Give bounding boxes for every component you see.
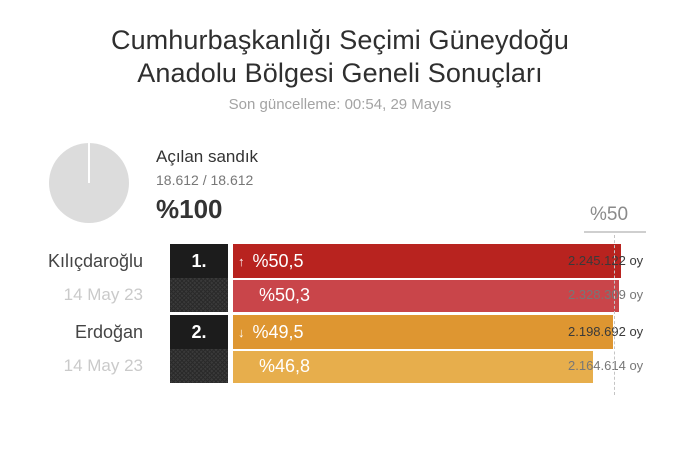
previous-date: 14 May 23	[63, 285, 143, 304]
vote-percent-value: %50,5	[252, 251, 304, 271]
previous-vote-count: 2.164.614 oy	[568, 358, 644, 373]
candidate-row-kilicdaroglu[interactable]: Kılıçdaroğlu 1. ↑ %50,5 2.245.122 oy	[0, 244, 680, 278]
vote-count: 2.245.122 oy	[568, 253, 644, 268]
previous-vote-share-bar	[233, 278, 619, 312]
candidate-name: Kılıçdaroğlu	[47, 251, 143, 271]
majority-threshold-line	[614, 235, 615, 395]
candidate-row-erdogan[interactable]: Erdoğan 2. ↓ %49,5 2.198.692 oy	[0, 315, 680, 349]
vote-percent-value: %49,5	[252, 322, 304, 342]
vote-percent: ↓ %49,5	[238, 315, 304, 349]
arrow-down-icon: ↓	[238, 325, 245, 340]
rank-badge-placeholder	[170, 349, 228, 383]
row-divider	[233, 278, 631, 280]
previous-row-erdogan: 14 May 23 %46,8 2.164.614 oy	[0, 349, 680, 383]
ballot-box-pie-icon	[49, 143, 129, 223]
pie-start-line	[88, 143, 90, 183]
previous-vote-share-bar	[233, 349, 593, 383]
vote-percent: ↑ %50,5	[238, 244, 304, 278]
previous-vote-percent: %50,3	[259, 285, 311, 305]
arrow-up-icon: ↑	[238, 254, 245, 269]
previous-row-kilicdaroglu: 14 May 23 %50,3 2.328.309 oy	[0, 278, 680, 312]
last-updated: Son güncelleme: 00:54, 29 Mayıs	[228, 96, 452, 113]
previous-vote-count: 2.328.309 oy	[568, 287, 644, 302]
rank-badge: 2.	[170, 315, 228, 349]
candidate-name: Erdoğan	[74, 322, 143, 342]
majority-threshold-label: %50	[590, 204, 629, 225]
majority-threshold-underline	[584, 231, 646, 233]
opened-ballots-count: 18.612 / 18.612	[156, 172, 254, 188]
opened-ballots-label: Açılan sandık	[156, 147, 259, 166]
title-line-1: Cumhurbaşkanlığı Seçimi Güneydoğu	[110, 25, 570, 55]
previous-date: 14 May 23	[63, 356, 143, 375]
rank-badge: 1.	[170, 244, 228, 278]
opened-ballots-percent: %100	[156, 194, 223, 224]
row-divider	[233, 349, 631, 351]
page-title: Cumhurbaşkanlığı Seçimi Güneydoğu Anadol…	[0, 24, 680, 90]
vote-share-bar	[233, 315, 613, 349]
title-line-2: Anadolu Bölgesi Geneli Sonuçları	[137, 58, 543, 88]
vote-count: 2.198.692 oy	[568, 324, 644, 339]
vote-share-bar	[233, 244, 621, 278]
rank-badge-placeholder	[170, 278, 228, 312]
previous-vote-percent: %46,8	[259, 356, 311, 376]
